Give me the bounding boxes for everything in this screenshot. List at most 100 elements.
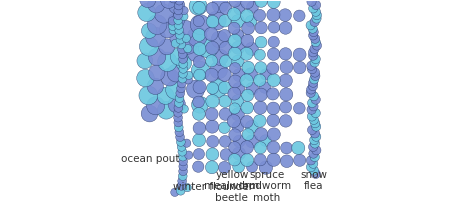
Circle shape [307,85,316,94]
Circle shape [137,69,154,87]
Circle shape [279,22,292,34]
Circle shape [209,79,227,98]
Circle shape [138,4,156,22]
Circle shape [219,55,232,68]
Circle shape [219,135,231,147]
Circle shape [240,74,253,87]
Circle shape [306,88,315,97]
Circle shape [179,152,187,161]
Circle shape [169,22,177,31]
Circle shape [141,105,158,122]
Circle shape [178,177,187,185]
Circle shape [245,68,257,81]
Circle shape [139,86,158,105]
Circle shape [140,0,156,8]
Circle shape [218,68,231,81]
Circle shape [220,149,232,161]
Circle shape [279,48,292,60]
Circle shape [232,121,244,133]
Circle shape [242,129,254,141]
Circle shape [206,41,219,55]
Circle shape [206,120,219,133]
Circle shape [178,45,186,54]
Circle shape [311,95,320,104]
Circle shape [176,89,185,98]
Circle shape [267,48,280,60]
Circle shape [192,161,204,172]
Circle shape [280,61,293,74]
Circle shape [311,132,321,141]
Circle shape [219,81,231,94]
Circle shape [184,45,192,53]
Circle shape [308,98,317,108]
Circle shape [267,74,280,87]
Circle shape [255,22,267,34]
Circle shape [155,4,173,23]
Circle shape [231,108,244,121]
Circle shape [310,135,319,145]
Circle shape [180,38,197,54]
Circle shape [312,146,321,155]
Circle shape [255,36,267,48]
Circle shape [228,34,242,47]
Circle shape [219,122,230,134]
Circle shape [219,0,232,1]
Circle shape [193,81,206,94]
Circle shape [205,0,218,1]
Circle shape [179,167,188,176]
Circle shape [245,120,258,133]
Circle shape [184,151,193,159]
Circle shape [309,27,319,37]
Circle shape [176,133,184,142]
Circle shape [174,123,183,132]
Circle shape [137,53,153,69]
Circle shape [311,54,320,64]
Circle shape [205,68,219,82]
Circle shape [207,135,219,147]
Circle shape [189,0,207,15]
Circle shape [171,188,179,196]
Circle shape [311,71,320,81]
Circle shape [280,101,292,113]
Circle shape [146,97,165,115]
Circle shape [179,69,187,78]
Circle shape [179,162,188,171]
Circle shape [268,36,279,47]
Circle shape [193,42,206,55]
Text: snow
flea: snow flea [301,170,328,191]
Circle shape [311,0,321,10]
Circle shape [174,6,182,15]
Circle shape [186,80,205,99]
Circle shape [281,155,293,168]
Circle shape [210,61,228,79]
Circle shape [306,156,316,165]
Circle shape [179,157,188,166]
Circle shape [192,134,206,147]
Circle shape [232,55,244,68]
Circle shape [229,129,241,141]
Circle shape [311,108,320,118]
Circle shape [268,22,280,33]
Circle shape [219,108,231,120]
Circle shape [228,47,241,60]
Circle shape [211,31,228,48]
Circle shape [310,58,319,67]
Text: ocean pout: ocean pout [121,154,179,164]
Circle shape [206,2,219,15]
Circle shape [167,64,185,82]
Circle shape [206,15,219,28]
Circle shape [178,172,187,181]
Circle shape [174,21,183,29]
Circle shape [180,105,188,113]
Circle shape [267,153,280,166]
Circle shape [191,0,205,1]
Circle shape [176,138,185,146]
Circle shape [279,74,292,87]
Circle shape [310,166,319,175]
Circle shape [205,108,218,120]
Circle shape [219,15,231,27]
Circle shape [219,95,231,107]
Circle shape [254,115,266,127]
Circle shape [174,16,182,24]
Circle shape [259,82,271,93]
